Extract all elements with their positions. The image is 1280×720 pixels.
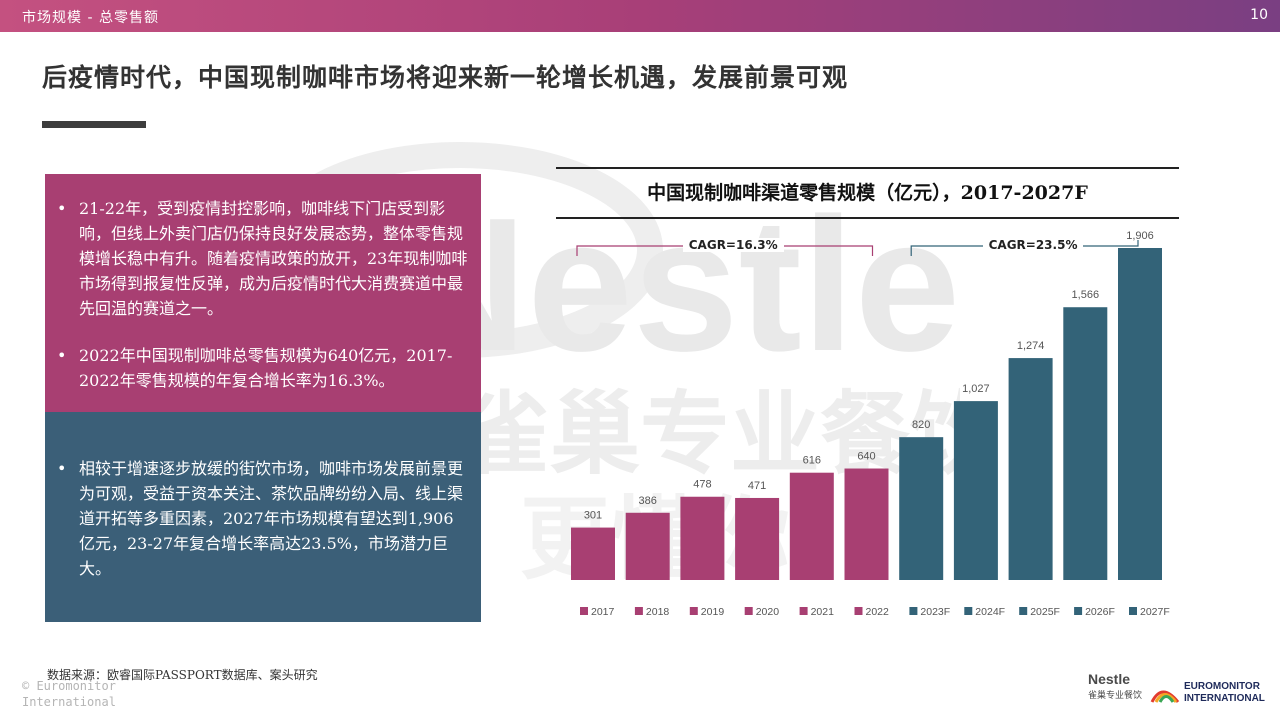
legend-swatch-2022 (854, 607, 863, 615)
nestle-logo-sub: 雀巢专业餐饮 (1088, 689, 1142, 701)
legend-swatch-2017 (580, 607, 588, 615)
bar-2023F (899, 437, 944, 580)
bar-2024F (953, 401, 998, 580)
value-label-2019: 478 (693, 479, 711, 491)
page-title: 后疫情时代，中国现制咖啡市场将迎来新一轮增长机遇，发展前景可观 (42, 63, 849, 92)
bar-2018 (625, 512, 670, 580)
nestle-logo-text: Nestle (1088, 671, 1130, 687)
legend-label-2024F: 2024F (975, 606, 1005, 618)
value-label-2020: 471 (748, 480, 766, 492)
header-bar: 市场规模 - 总零售额 10 (0, 0, 1280, 32)
legend-label-2026F: 2026F (1085, 606, 1115, 618)
legend-swatch-2021 (799, 607, 808, 615)
legend-swatch-2019 (689, 607, 698, 615)
legend-label-2022: 2022 (866, 606, 890, 618)
euromonitor-line-1: EUROMONITOR (1184, 681, 1261, 692)
section-label: 市场规模 - 总零售额 (22, 10, 159, 26)
summary-panel-outlook: 相较于增速逐步放缓的街饮市场，咖啡市场发展前景更为可观，受益于资本关注、茶饮品牌… (45, 412, 481, 622)
watermark-brand: Nestle (390, 179, 960, 391)
value-label-2023F: 820 (912, 419, 930, 431)
chart-title-rule (556, 217, 1179, 219)
legend-label-2017: 2017 (591, 606, 615, 618)
value-label-2026F: 1,566 (1072, 289, 1100, 301)
bar-2019 (680, 496, 725, 580)
value-label-2024F: 1,027 (962, 383, 990, 395)
legend-swatch-2020 (744, 607, 753, 615)
retail-size-bar-chart: 301 386 478 471 616 640 820 1,027 1,274 1,566 1,90… (571, 230, 1170, 618)
value-label-2025F: 1,274 (1017, 340, 1045, 352)
chart-title: 中国现制咖啡渠道零售规模（亿元），2017-2027F (647, 182, 1088, 204)
bar-2017 (571, 527, 615, 580)
legend-label-2023F: 2023F (920, 606, 950, 618)
summary-panel-history: 21-22年，受到疫情封控影响，咖啡线下门店受到影响，但线上外卖门店仍保持良好发… (45, 174, 481, 412)
bar-2027F (1118, 248, 1162, 580)
legend-swatch-2023F (909, 607, 918, 615)
page-number: 10 (1250, 7, 1268, 23)
title-underline (42, 121, 146, 128)
euromonitor-logo: EUROMONITOR INTERNATIONAL (1150, 681, 1265, 704)
legend-swatch-2027F (1129, 607, 1137, 615)
legend-label-2019: 2019 (701, 606, 725, 618)
euromonitor-rainbow-icon (1150, 690, 1180, 703)
copyright-note: © Euromonitor International (22, 678, 116, 710)
legend-swatch-2018 (634, 607, 643, 615)
bullet-pandemic-impact: 21-22年，受到疫情封控影响，咖啡线下门店受到影响，但线上外卖门店仍保持良好发… (57, 196, 469, 321)
legend-label-2025F: 2025F (1030, 606, 1060, 618)
nestle-logo: Nestle 雀巢专业餐饮 (1088, 671, 1142, 701)
value-label-2018: 386 (639, 495, 657, 507)
copyright-line-2: International (22, 695, 116, 709)
bar-2026F (1063, 307, 1108, 580)
legend-label-2027F: 2027F (1140, 606, 1170, 618)
value-label-2017: 301 (584, 510, 602, 522)
bullet-outlook: 相较于增速逐步放缓的街饮市场，咖啡市场发展前景更为可观，受益于资本关注、茶饮品牌… (57, 456, 469, 581)
cagr-label-historical: CAGR=16.3% (682, 238, 784, 252)
euromonitor-line-2: INTERNATIONAL (1184, 693, 1265, 704)
legend-swatch-2026F (1074, 607, 1083, 615)
data-source: 数据来源：欧睿国际PASSPORT数据库、案头研究 (47, 668, 318, 682)
legend-swatch-2024F (964, 607, 973, 615)
legend-label-2020: 2020 (756, 606, 780, 618)
bullet-2022-size: 2022年中国现制咖啡总零售规模为640亿元，2017-2022年零售规模的年复… (57, 343, 469, 393)
value-label-2021: 616 (803, 455, 821, 467)
value-label-2022: 640 (857, 451, 875, 463)
cagr-label-forecast: CAGR=23.5% (982, 238, 1084, 252)
value-label-2027F: 1,906 (1126, 230, 1154, 242)
bar-2025F (1008, 358, 1053, 580)
legend-label-2018: 2018 (646, 606, 670, 618)
chart-top-rule (556, 167, 1179, 169)
bar-2020 (735, 497, 780, 580)
copyright-line-1: © Euromonitor (22, 679, 116, 693)
bar-2022 (844, 468, 889, 580)
bar-2021 (789, 472, 834, 580)
legend-label-2021: 2021 (811, 606, 835, 618)
legend-swatch-2025F (1019, 607, 1028, 615)
